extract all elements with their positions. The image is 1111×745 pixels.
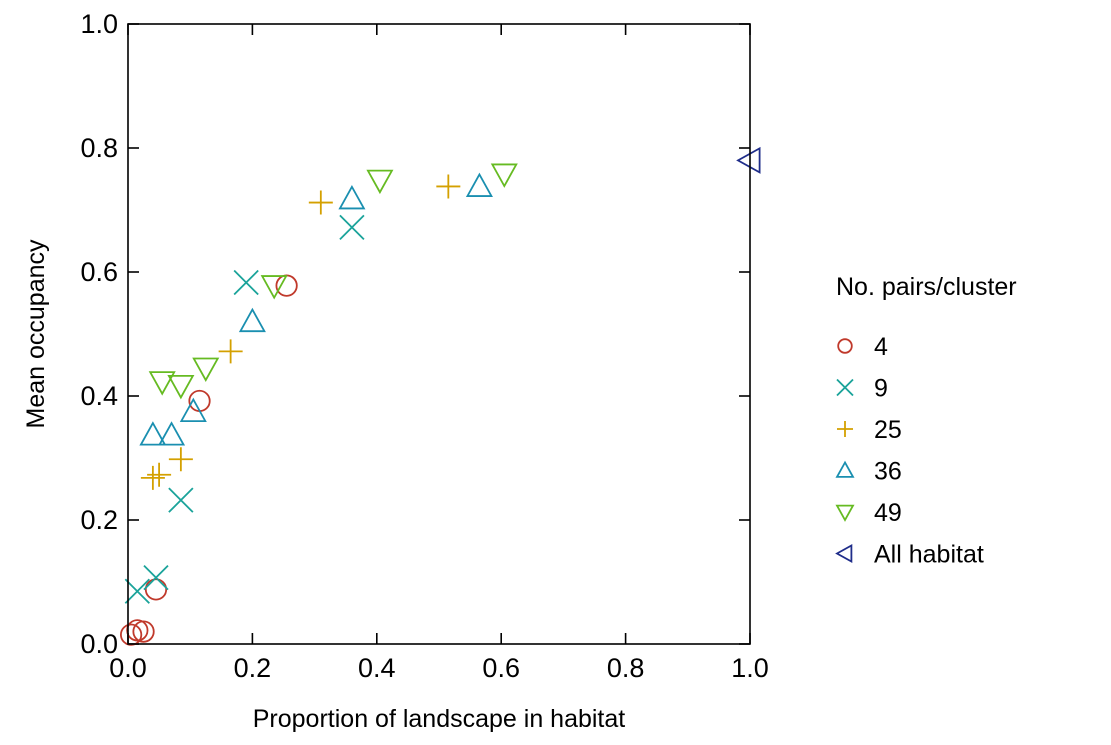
legend-item: 4 <box>837 333 888 361</box>
x-tick-label: 1.0 <box>731 653 769 683</box>
points-layer <box>120 146 761 646</box>
series-4 <box>139 172 493 446</box>
y-axis-title: Mean occupancy <box>22 239 50 429</box>
legend-label: All habitat <box>874 541 984 569</box>
legend-label: 25 <box>874 416 902 444</box>
data-point <box>143 565 169 591</box>
y-tick-label: 0.0 <box>80 629 118 659</box>
legend-marker <box>836 378 854 397</box>
y-tick-label: 1.0 <box>80 9 118 39</box>
y-tick-label: 0.4 <box>80 381 118 411</box>
legend-title: No. pairs/cluster <box>836 273 1017 301</box>
data-point <box>238 307 266 333</box>
data-point <box>338 184 366 210</box>
legend-item: 9 <box>836 375 888 403</box>
legend-item: All habitat <box>835 541 984 569</box>
legend-label: 49 <box>874 499 902 527</box>
data-point <box>465 172 493 197</box>
data-point <box>147 462 172 487</box>
series-2 <box>124 214 365 604</box>
legend-marker <box>835 460 855 478</box>
y-tick-label: 0.2 <box>80 505 118 535</box>
data-point <box>120 623 143 646</box>
series-5 <box>148 163 518 400</box>
data-point <box>167 374 195 400</box>
data-point <box>233 269 259 296</box>
x-tick-label: 0.8 <box>607 653 645 683</box>
legend-item: 36 <box>835 458 902 486</box>
x-axis-title: Proportion of landscape in habitat <box>253 705 626 733</box>
data-point <box>366 169 394 195</box>
legend-marker <box>835 504 855 522</box>
plot-frame <box>127 23 751 645</box>
legend-marker <box>835 543 853 564</box>
y-tick-label: 0.6 <box>80 257 118 287</box>
data-point <box>168 447 193 472</box>
legend-item: 49 <box>835 499 902 527</box>
legend-label: 9 <box>874 375 888 403</box>
legend-label: 36 <box>874 458 902 486</box>
data-point <box>168 487 194 513</box>
x-tick-label: 0.4 <box>358 653 396 683</box>
data-point <box>192 357 220 382</box>
ticks-layer: 0.0 0.2 0.4 0.6 0.8 1.0 0.0 0.2 0.4 0.6 0.8 1.0 <box>80 9 768 683</box>
data-point <box>139 421 167 446</box>
data-point <box>158 421 186 446</box>
series-3 <box>140 174 461 490</box>
data-point <box>124 578 150 604</box>
data-point <box>736 146 761 174</box>
x-tick-label: 0.2 <box>234 653 272 683</box>
legend-marker <box>837 338 853 354</box>
data-point <box>339 214 365 240</box>
data-point <box>148 371 176 396</box>
legend-item: 25 <box>837 416 902 444</box>
y-tick-label: 0.8 <box>80 133 118 163</box>
series-6 <box>736 146 761 174</box>
legend-marker <box>837 421 853 437</box>
data-point <box>436 174 461 199</box>
series-1 <box>120 274 298 646</box>
data-point <box>144 578 168 601</box>
data-point <box>179 397 207 423</box>
data-point <box>140 465 165 490</box>
data-point <box>490 163 518 188</box>
data-point <box>260 275 288 300</box>
data-point <box>218 339 243 364</box>
x-tick-label: 0.6 <box>482 653 520 683</box>
data-point <box>275 274 298 297</box>
x-tick-label: 0.0 <box>109 653 147 683</box>
legend-label: 4 <box>874 333 888 361</box>
data-point <box>132 620 155 643</box>
data-point <box>308 190 333 215</box>
